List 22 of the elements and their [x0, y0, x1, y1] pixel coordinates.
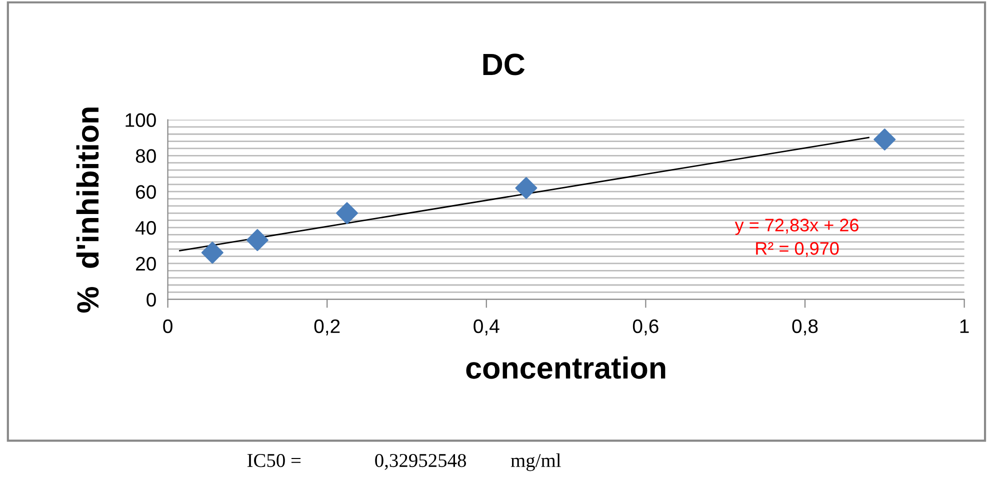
y-axis-title: % d'inhibition: [76, 108, 99, 313]
y-tick-label: 20: [136, 256, 156, 271]
y-tick-label: 40: [136, 220, 156, 235]
point: [874, 128, 896, 151]
text: IC50 = 0,32952548 mg/ml: [247, 453, 561, 472]
point: [246, 229, 268, 252]
x-tick-label: 0,2: [314, 319, 340, 336]
point: [201, 242, 224, 264]
annotation: y = 72,83x + 26 R² = 0,970: [734, 218, 858, 257]
x-axis-title: concentration: [466, 356, 666, 379]
y-tick-label: 60: [136, 185, 156, 199]
chart-title: DC: [483, 54, 525, 76]
x-tick-label: 0,6: [632, 319, 658, 336]
x-tick-label: 0: [163, 319, 172, 334]
y-tick-label: 80: [136, 149, 156, 163]
point: [336, 202, 358, 224]
y-tick-label: 100: [126, 113, 156, 127]
point: [515, 177, 538, 199]
x-tick-label: 0,4: [474, 319, 500, 336]
y-tick-label: 0: [146, 292, 156, 307]
x-tick-label: 1: [960, 320, 969, 333]
x-tick-label: 0,8: [792, 319, 818, 336]
